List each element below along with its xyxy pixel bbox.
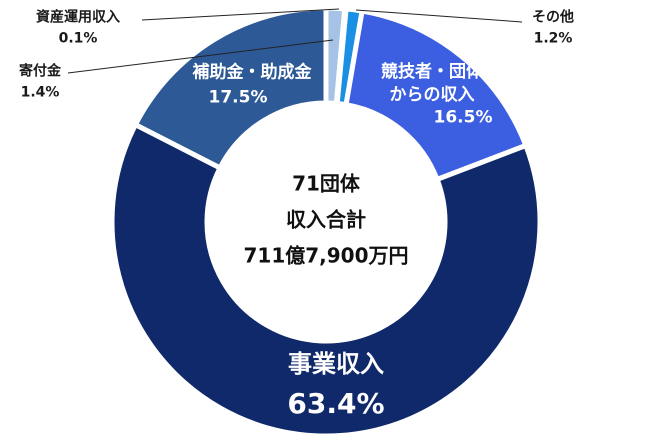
donut-segment bbox=[343, 8, 530, 183]
value-label: 0.1% bbox=[58, 30, 98, 47]
donut-segment bbox=[132, 5, 329, 172]
segment-label: 補助金・助成金 bbox=[192, 62, 312, 83]
segment-label: 競技者・団体からの収入 bbox=[381, 62, 483, 105]
leader-line bbox=[355, 9, 523, 23]
segment-label: その他 bbox=[532, 9, 574, 26]
value-label: 1.4% bbox=[20, 84, 60, 101]
leader-line bbox=[67, 39, 334, 74]
center-text: 71団体 bbox=[292, 171, 360, 196]
center-text: 711億7,900万円 bbox=[243, 243, 409, 268]
segment-label: 資産運用収入 bbox=[36, 9, 120, 26]
value-label: 63.4% bbox=[287, 387, 385, 421]
value-label: 17.5% bbox=[208, 87, 268, 108]
leader-line bbox=[141, 8, 340, 21]
donut-segment bbox=[109, 121, 543, 439]
value-label: 1.2% bbox=[533, 30, 573, 47]
segment-label: 寄付金 bbox=[19, 63, 61, 80]
center-text: 収入合計 bbox=[286, 207, 366, 232]
value-label: 16.5% bbox=[433, 107, 493, 128]
segment-label: 事業収入 bbox=[288, 349, 384, 378]
